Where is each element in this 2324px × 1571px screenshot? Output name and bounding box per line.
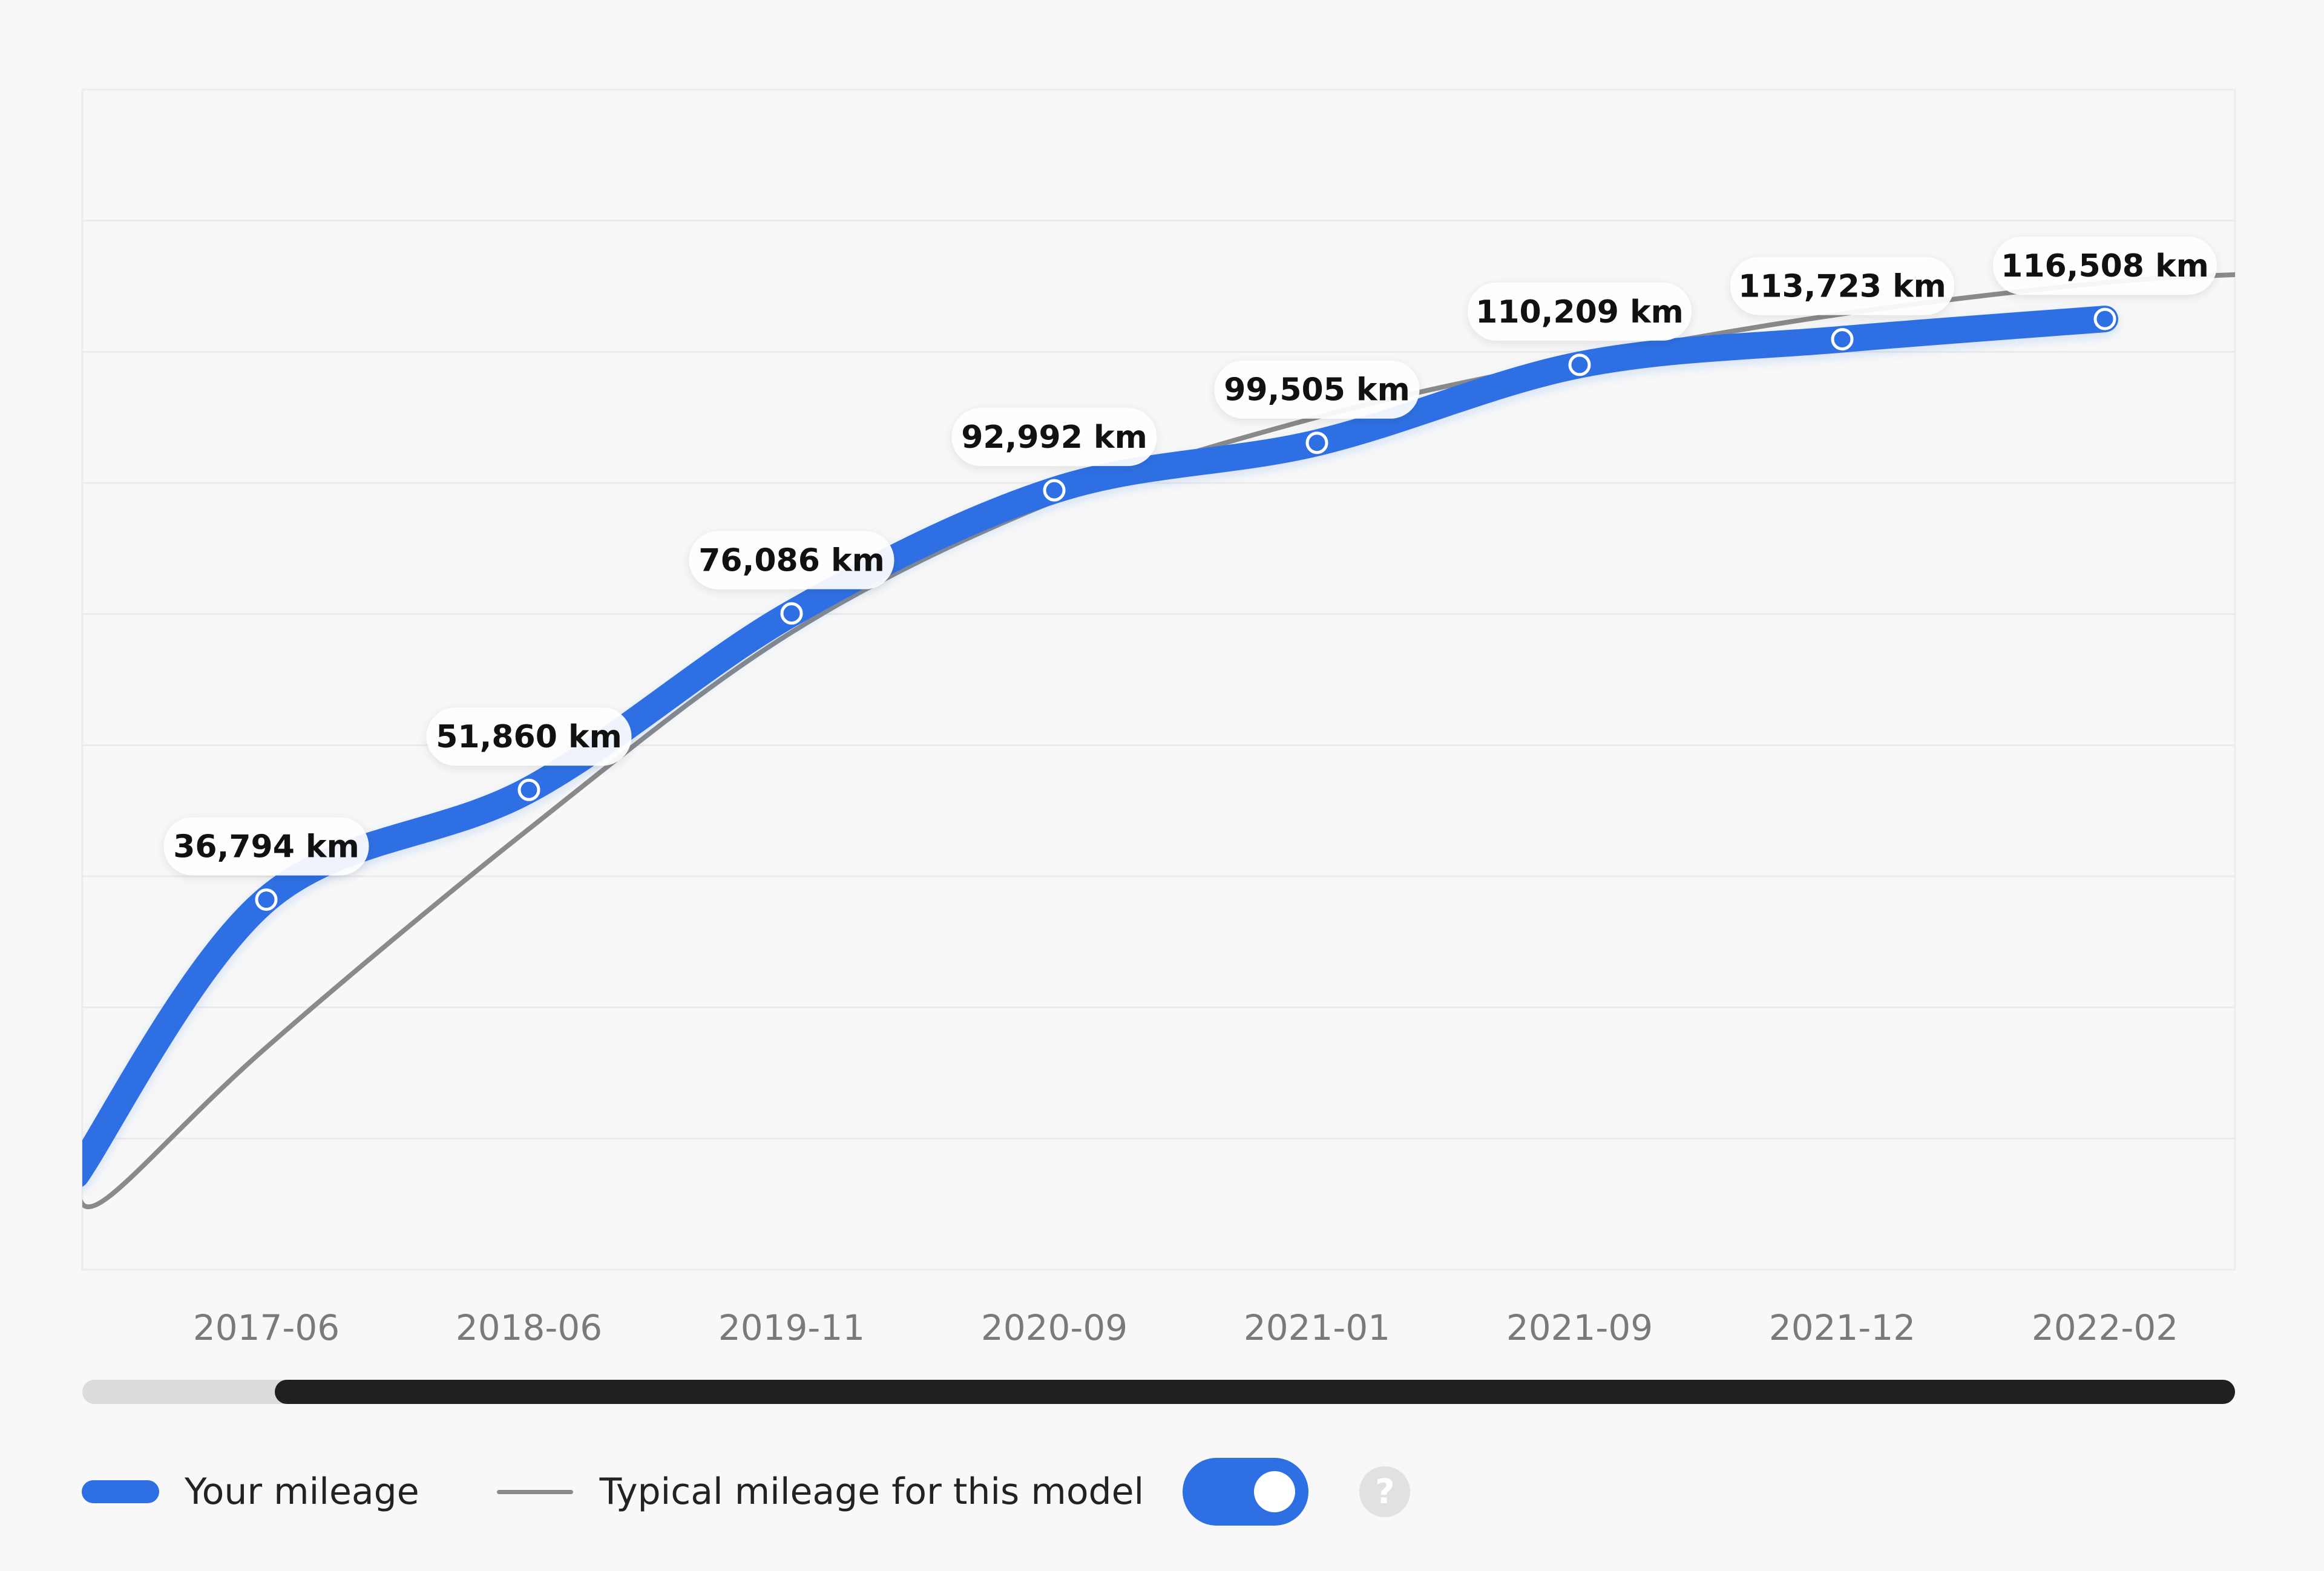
data-label-text: 116,508 km (2001, 248, 2209, 284)
data-label-pill (1730, 257, 1954, 315)
data-label-pill (163, 817, 369, 876)
data-point-2022-02[interactable] (2093, 307, 2116, 330)
data-point-2020-09[interactable] (1043, 479, 1066, 502)
legend-swatch-your-mileage (82, 1480, 159, 1503)
data-label-2018-06: 51,860 km (426, 707, 632, 766)
x-tick-label: 2019-11 (718, 1307, 865, 1348)
data-label-2021-12: 113,723 km (1730, 257, 1954, 315)
data-point-2021-12[interactable] (1831, 328, 1854, 351)
scrollbar-thumb[interactable] (275, 1380, 2235, 1404)
data-label-text: 51,860 km (436, 719, 622, 755)
x-tick-label: 2021-09 (1506, 1307, 1653, 1348)
data-point-2017-06[interactable] (255, 888, 278, 911)
legend-item-your-mileage: Your mileage (82, 1471, 419, 1513)
data-label-pill (426, 707, 632, 766)
x-axis: 2017-06 2018-06 2019-11 2020-09 2021-01 2021-… (193, 1307, 2178, 1348)
legend-swatch-typical-mileage (496, 1489, 573, 1494)
plot-area: 36,794 km 51,860 km 76,086 km 92,992 km 99,5… (81, 88, 2236, 1271)
data-label-text: 92,992 km (961, 419, 1147, 456)
x-tick-label: 2021-12 (1769, 1307, 1915, 1348)
legend-label-your-mileage: Your mileage (185, 1471, 419, 1513)
data-label-2021-09: 110,209 km (1468, 282, 1692, 341)
legend-item-typical-mileage: Typical mileage for this model (496, 1471, 1144, 1513)
data-label-pill (689, 531, 894, 589)
chart-legend: Your mileage Typical mileage for this mo… (82, 1455, 1411, 1528)
data-label-pill (1993, 237, 2217, 295)
data-label-text: 36,794 km (173, 829, 359, 865)
data-point-2019-11[interactable] (780, 602, 803, 625)
data-label-2019-11: 76,086 km (689, 531, 894, 589)
legend-label-typical-mileage: Typical mileage for this model (599, 1471, 1144, 1513)
x-tick-label: 2022-02 (2032, 1307, 2178, 1348)
data-label-pill (951, 408, 1157, 467)
typical-mileage-toggle[interactable] (1183, 1458, 1309, 1526)
data-label-2017-06: 36,794 km (163, 817, 369, 876)
data-label-2022-02: 116,508 km (1993, 237, 2217, 295)
x-tick-label: 2018-06 (456, 1307, 602, 1348)
toggle-knob (1254, 1471, 1296, 1512)
data-label-text: 76,086 km (698, 543, 885, 579)
timeline-scrollbar[interactable] (82, 1380, 2235, 1404)
data-point-2018-06[interactable] (517, 778, 540, 801)
x-tick-label: 2021-01 (1244, 1307, 1390, 1348)
data-label-2021-01: 99,505 km (1214, 360, 1420, 419)
data-point-2021-09[interactable] (1568, 353, 1591, 376)
data-point-2021-01[interactable] (1305, 431, 1328, 454)
data-label-pill (1214, 360, 1420, 419)
question-mark-icon[interactable]: ? (1359, 1466, 1411, 1517)
data-labels: 36,794 km 51,860 km 76,086 km 92,992 km 99,5… (163, 237, 2217, 876)
data-label-2020-09: 92,992 km (951, 408, 1157, 467)
data-label-pill (1468, 282, 1692, 341)
data-label-text: 113,723 km (1738, 269, 1946, 305)
data-label-text: 99,505 km (1224, 372, 1410, 408)
x-tick-label: 2017-06 (193, 1307, 340, 1348)
data-points (255, 307, 2116, 911)
data-label-text: 110,209 km (1475, 294, 1684, 330)
x-tick-label: 2020-09 (981, 1307, 1128, 1348)
